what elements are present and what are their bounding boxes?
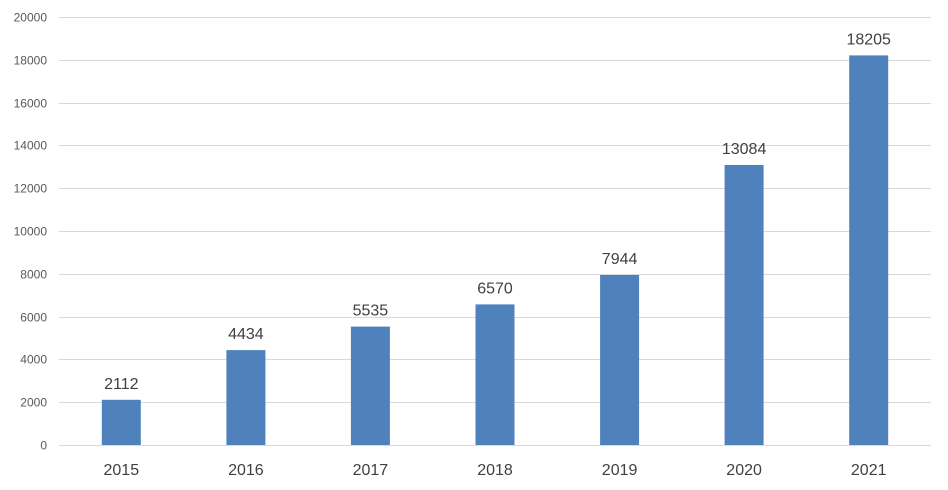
data-label-2020: 13084 — [722, 141, 767, 158]
x-tick-label-2020: 2020 — [726, 462, 762, 479]
y-tick-label: 12000 — [14, 182, 48, 196]
y-tick-label: 14000 — [14, 139, 48, 153]
bar-2019 — [600, 275, 640, 445]
bar-2021 — [849, 55, 889, 446]
x-tick-label-2021: 2021 — [851, 462, 887, 479]
x-tick-label-2018: 2018 — [477, 462, 513, 479]
bar-2015 — [101, 399, 141, 445]
data-labels: 2112 4434 5535 6570 7944 13084 18205 — [104, 31, 891, 392]
data-label-2019: 7944 — [602, 251, 638, 268]
bar-2018 — [475, 304, 515, 445]
x-tick-label-2016: 2016 — [228, 462, 264, 479]
y-tick-label: 10000 — [14, 225, 48, 239]
x-tick-label-2019: 2019 — [602, 462, 638, 479]
data-label-2021: 18205 — [846, 31, 891, 48]
x-tick-label-2015: 2015 — [104, 462, 140, 479]
y-tick-label: 0 — [40, 439, 47, 453]
y-tick-label: 6000 — [20, 311, 47, 325]
y-tick-label: 20000 — [14, 11, 48, 25]
y-tick-label: 2000 — [20, 396, 47, 410]
bar-2020 — [724, 165, 764, 445]
y-axis-tick-labels: 0 2000 4000 6000 8000 10000 12000 14000 16000 180… — [14, 11, 48, 453]
y-tick-label: 18000 — [14, 54, 48, 68]
bar-2016 — [226, 350, 266, 445]
data-label-2017: 5535 — [353, 303, 389, 320]
y-tick-label: 16000 — [14, 97, 48, 111]
x-tick-label-2017: 2017 — [353, 462, 389, 479]
data-label-2016: 4434 — [228, 326, 264, 343]
y-tick-label: 8000 — [20, 268, 47, 282]
x-axis-tick-labels: 2015 2016 2017 2018 2019 2020 2021 — [104, 462, 887, 479]
data-label-2018: 6570 — [477, 280, 513, 297]
y-tick-label: 4000 — [20, 353, 47, 367]
bar-2017 — [350, 326, 390, 445]
gridlines — [59, 17, 931, 446]
bar-series — [101, 55, 889, 446]
data-label-2015: 2112 — [104, 376, 139, 393]
